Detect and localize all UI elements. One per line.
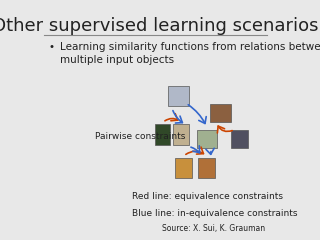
Text: Other supervised learning scenarios: Other supervised learning scenarios: [0, 17, 319, 35]
FancyBboxPatch shape: [155, 124, 171, 144]
Text: •: •: [49, 42, 55, 52]
FancyArrowPatch shape: [206, 148, 214, 154]
FancyArrowPatch shape: [186, 147, 204, 154]
Text: Pairwise constraints: Pairwise constraints: [95, 132, 186, 141]
FancyBboxPatch shape: [168, 86, 189, 106]
Text: Source: X. Sui, K. Grauman: Source: X. Sui, K. Grauman: [162, 224, 265, 233]
FancyArrowPatch shape: [191, 146, 200, 153]
FancyBboxPatch shape: [198, 158, 215, 178]
FancyArrowPatch shape: [188, 105, 206, 123]
Text: Blue line: in-equivalence constraints: Blue line: in-equivalence constraints: [132, 209, 298, 218]
FancyArrowPatch shape: [217, 126, 232, 133]
FancyBboxPatch shape: [197, 130, 217, 148]
FancyArrowPatch shape: [165, 114, 178, 121]
FancyBboxPatch shape: [210, 104, 231, 122]
FancyBboxPatch shape: [173, 124, 189, 144]
Text: Red line: equivalence constraints: Red line: equivalence constraints: [132, 192, 284, 201]
FancyBboxPatch shape: [175, 158, 192, 178]
Text: Learning similarity functions from relations between
multiple input objects: Learning similarity functions from relat…: [60, 42, 320, 65]
FancyBboxPatch shape: [230, 130, 248, 148]
FancyArrowPatch shape: [173, 111, 182, 123]
